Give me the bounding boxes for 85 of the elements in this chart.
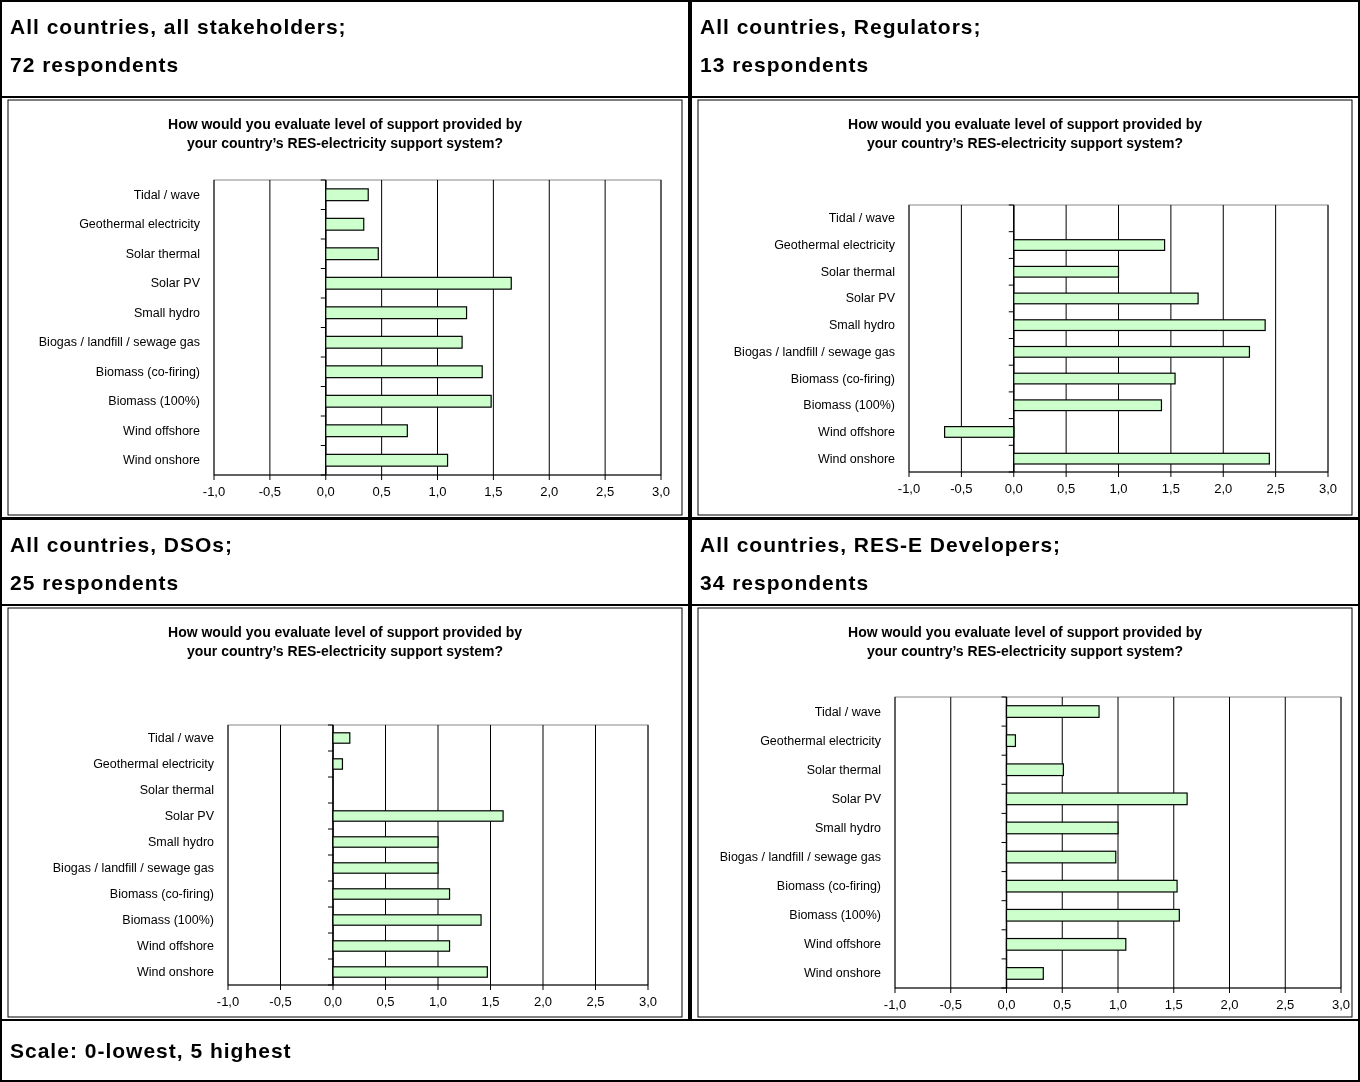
y-tick-label: Biomass (100%) bbox=[789, 908, 881, 923]
x-tick-label: -1,0 bbox=[202, 484, 226, 499]
x-tick-label: -1,0 bbox=[216, 994, 240, 1009]
y-tick-label: Geothermal electricity bbox=[93, 757, 215, 771]
y-tick-label: Small hydro bbox=[148, 835, 215, 849]
y-tick-label: Biomass (co-firing) bbox=[95, 364, 200, 379]
x-tick-label: 2,0 bbox=[1220, 997, 1239, 1012]
y-tick-label: Biomass (100%) bbox=[122, 913, 214, 927]
y-tick-label: Tidal / wave bbox=[828, 211, 896, 226]
y-tick-label: Tidal / wave bbox=[133, 187, 201, 202]
chart-title: All countries, RES-E Developers; 34 respondents bbox=[700, 533, 1062, 594]
x-tick-label: 3,0 bbox=[1331, 997, 1351, 1012]
x-tick-label: 1,5 bbox=[484, 484, 503, 499]
y-tick-label: Solar PV bbox=[845, 291, 896, 306]
x-tick-label: 0,5 bbox=[1053, 997, 1072, 1012]
x-tick-label: 0,0 bbox=[323, 994, 343, 1009]
y-tick-label: Wind offshore bbox=[818, 424, 896, 439]
chart-subtitle: How would you evaluate level of support provided by your country’s RES-electricity support system? bbox=[168, 116, 523, 151]
x-tick-label: 0,0 bbox=[1004, 481, 1023, 496]
y-tick-label: Wind onshore bbox=[122, 453, 201, 468]
x-tick-label: 3,0 bbox=[1318, 481, 1338, 496]
y-tick-label: Biomass (100%) bbox=[108, 394, 200, 409]
chart-title: All countries, all stakeholders; 72 respondents bbox=[10, 15, 347, 76]
x-tick-label: 2,0 bbox=[533, 994, 553, 1009]
x-tick-label: 1,0 bbox=[428, 484, 447, 499]
y-tick-label: Biomass (co-firing) bbox=[790, 371, 895, 386]
y-tick-label: Solar thermal bbox=[139, 783, 214, 797]
y-tick-label: Biomass (co-firing) bbox=[776, 879, 881, 894]
x-tick-label: 2,5 bbox=[586, 994, 605, 1009]
x-tick-label: -1,0 bbox=[883, 997, 907, 1012]
x-tick-label: 1,5 bbox=[1161, 481, 1180, 496]
y-tick-label: Wind offshore bbox=[804, 937, 882, 952]
y-tick-label: Geothermal electricity bbox=[760, 733, 882, 748]
y-tick-label: Biogas / landfill / sewage gas bbox=[733, 344, 895, 359]
x-tick-label: 1,0 bbox=[1108, 997, 1128, 1012]
x-tick-label: 1,5 bbox=[481, 994, 500, 1009]
x-tick-label: 2,0 bbox=[540, 484, 559, 499]
x-tick-label: -1,0 bbox=[897, 481, 921, 496]
y-tick-label: Wind onshore bbox=[817, 451, 896, 466]
y-tick-label: Geothermal electricity bbox=[774, 238, 896, 253]
x-tick-label: 1,0 bbox=[428, 994, 448, 1009]
text: Scale: 0-lowest, 5 highest bbox=[10, 1039, 292, 1062]
x-tick-label: 3,0 bbox=[638, 994, 658, 1009]
x-tick-label: 0,5 bbox=[376, 994, 395, 1009]
x-tick-label: -0,5 bbox=[258, 484, 282, 499]
chart-title: All countries, DSOs; 25 respondents bbox=[10, 533, 234, 594]
x-tick-label: 3,0 bbox=[651, 484, 671, 499]
x-tick-label: 2,5 bbox=[596, 484, 615, 499]
y-tick-label: Tidal / wave bbox=[147, 731, 215, 745]
x-tick-label: 1,0 bbox=[1109, 481, 1128, 496]
y-tick-label: Small hydro bbox=[815, 820, 882, 835]
y-tick-label: Biogas / landfill / sewage gas bbox=[38, 335, 200, 350]
y-tick-label: Solar thermal bbox=[806, 762, 881, 777]
y-tick-label: Wind offshore bbox=[123, 423, 201, 438]
x-tick-label: -0,5 bbox=[269, 994, 292, 1009]
x-tick-label: 0,0 bbox=[997, 997, 1016, 1012]
y-tick-label: Biomass (co-firing) bbox=[109, 887, 214, 901]
y-tick-label: Biogas / landfill / sewage gas bbox=[719, 850, 881, 865]
y-tick-label: Biomass (100%) bbox=[803, 398, 895, 413]
y-tick-label: Small hydro bbox=[134, 305, 201, 320]
y-tick-label: Small hydro bbox=[829, 318, 896, 333]
x-tick-label: 2,5 bbox=[1276, 997, 1295, 1012]
y-tick-label: Biogas / landfill / sewage gas bbox=[52, 861, 214, 875]
chart-title: All countries, Regulators; 13 respondents bbox=[700, 15, 982, 76]
y-tick-label: Wind onshore bbox=[136, 965, 215, 979]
y-tick-label: Solar PV bbox=[164, 809, 215, 823]
x-tick-label: 0,5 bbox=[1057, 481, 1076, 496]
y-tick-label: Wind offshore bbox=[137, 939, 215, 953]
x-tick-label: 1,5 bbox=[1164, 997, 1183, 1012]
x-tick-label: 2,0 bbox=[1214, 481, 1233, 496]
y-tick-label: Solar PV bbox=[150, 276, 201, 291]
y-tick-label: Geothermal electricity bbox=[79, 217, 201, 232]
x-tick-label: 2,5 bbox=[1266, 481, 1285, 496]
chart-subtitle: How would you evaluate level of support provided by your country’s RES-electricity support system? bbox=[848, 624, 1203, 659]
x-tick-label: 0,5 bbox=[372, 484, 391, 499]
x-tick-label: 0,0 bbox=[316, 484, 335, 499]
y-tick-label: Solar thermal bbox=[125, 246, 200, 261]
y-tick-label: Solar PV bbox=[831, 791, 882, 806]
chart-subtitle: How would you evaluate level of support provided by your country’s RES-electricity support system? bbox=[168, 624, 523, 659]
y-tick-label: Tidal / wave bbox=[814, 704, 882, 719]
x-tick-label: -0,5 bbox=[939, 997, 962, 1012]
y-tick-label: Wind onshore bbox=[803, 966, 882, 981]
x-tick-label: -0,5 bbox=[950, 481, 973, 496]
y-tick-label: Solar thermal bbox=[820, 264, 895, 279]
chart-subtitle: How would you evaluate level of support provided by your country’s RES-electricity support system? bbox=[848, 116, 1203, 151]
